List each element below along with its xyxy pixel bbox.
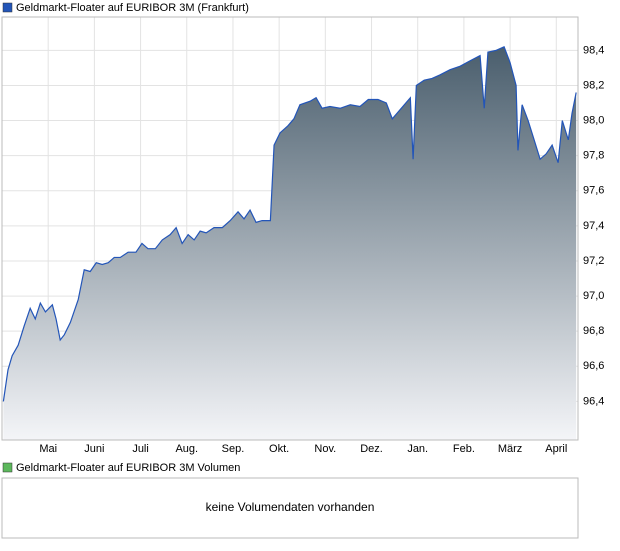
y-tick-label: 96,4 — [583, 395, 604, 407]
x-tick-label: Okt. — [269, 443, 289, 455]
x-tick-label: Jan. — [407, 443, 428, 455]
x-tick-label: Dez. — [360, 443, 383, 455]
y-tick-label: 96,8 — [583, 325, 604, 337]
y-tick-label: 98,4 — [583, 44, 604, 56]
x-tick-label: März — [498, 443, 522, 455]
plot-frame — [1, 16, 579, 441]
price-line — [2, 46, 577, 402]
area — [3, 46, 577, 441]
y-tick-label: 98,0 — [583, 114, 604, 126]
volume-legend-label: Geldmarkt-Floater auf EURIBOR 3M Volumen — [16, 462, 240, 474]
y-tick-label: 98,2 — [583, 79, 604, 91]
legend-swatch — [2, 2, 13, 13]
y-tick-label: 97,4 — [583, 220, 604, 232]
y-tick-label: 96,6 — [583, 360, 604, 372]
x-tick-label: April — [545, 443, 567, 455]
x-tick-label: Feb. — [453, 443, 475, 455]
y-tick-label: 97,0 — [583, 290, 604, 302]
volume-legend-swatch — [2, 462, 13, 473]
y-tick-label: 97,8 — [583, 150, 604, 162]
x-tick-label: Juli — [132, 443, 149, 455]
y-tick-label: 97,2 — [583, 255, 604, 267]
x-tick-label: Juni — [84, 443, 104, 455]
legend-label: Geldmarkt-Floater auf EURIBOR 3M (Frankf… — [16, 2, 249, 14]
y-tick-label: 97,6 — [583, 185, 604, 197]
volume-message: keine Volumendaten vorhanden — [206, 500, 375, 514]
volume-frame — [1, 477, 579, 539]
x-tick-label: Sep. — [222, 443, 245, 455]
x-tick-label: Mai — [39, 443, 57, 455]
x-tick-label: Nov. — [314, 443, 336, 455]
x-tick-label: Aug. — [175, 443, 198, 455]
